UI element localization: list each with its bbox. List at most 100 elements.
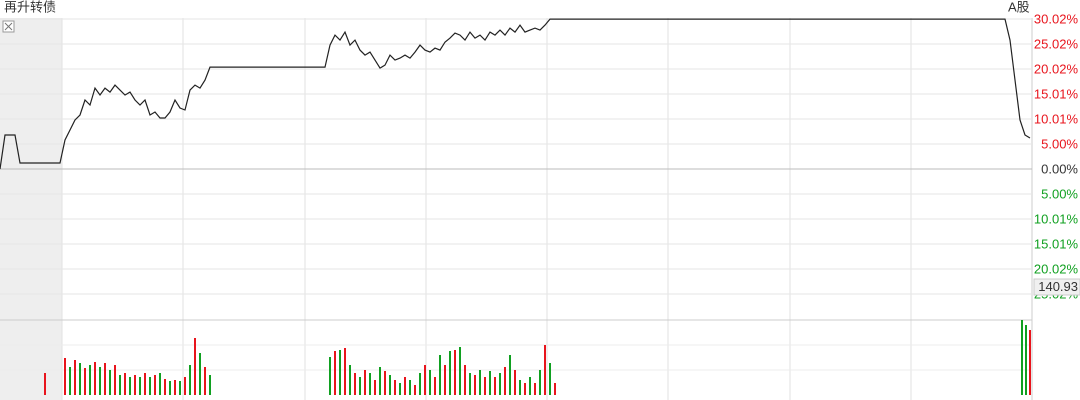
volume-bar	[154, 375, 156, 395]
volume-bar	[404, 377, 406, 395]
close-icon	[4, 22, 13, 31]
volume-bar	[79, 363, 81, 395]
volume-bar	[189, 365, 191, 395]
market-label: A股	[1008, 0, 1030, 14]
volume-bar	[529, 377, 531, 395]
volume-bar	[199, 353, 201, 395]
volume-bar	[539, 370, 541, 395]
volume-bar	[549, 363, 551, 395]
volume-bar	[434, 377, 436, 395]
volume-bar	[534, 383, 536, 395]
volume-bar	[399, 383, 401, 395]
y-tick-label: 30.02%	[1034, 11, 1079, 26]
volume-bar	[359, 377, 361, 395]
volume-bar	[489, 371, 491, 395]
volume-bar	[364, 370, 366, 395]
volume-bar	[384, 371, 386, 395]
y-tick-label: 5.00%	[1041, 186, 1078, 201]
volume-bar	[144, 373, 146, 395]
volume-bar	[84, 368, 86, 395]
chart-title: 再升转债	[4, 0, 56, 14]
volume-bar	[514, 370, 516, 395]
volume-bar	[194, 338, 196, 395]
volume-bar	[124, 373, 126, 395]
y-tick-label: 15.01%	[1034, 236, 1079, 251]
volume-bar	[454, 350, 456, 395]
volume-bar	[394, 380, 396, 395]
volume-bar	[344, 348, 346, 395]
y-tick-label: 5.00%	[1041, 136, 1078, 151]
volume-bar	[499, 373, 501, 395]
volume-bar	[1025, 325, 1027, 395]
volume-bar	[479, 370, 481, 395]
volume-bar	[339, 350, 341, 395]
volume-bar	[149, 377, 151, 395]
volume-bar	[159, 373, 161, 395]
volume-bar	[69, 367, 71, 395]
volume-bar	[114, 365, 116, 395]
volume-bar	[474, 375, 476, 395]
volume-bar	[519, 380, 521, 395]
volume-bar	[204, 367, 206, 395]
volume-bar	[484, 377, 486, 395]
last-price: 140.93	[1038, 279, 1078, 294]
y-tick-label: 15.01%	[1034, 86, 1079, 101]
volume-bar	[174, 380, 176, 395]
y-tick-label: 0.00%	[1041, 161, 1078, 176]
volume-bar	[414, 385, 416, 395]
volume-bar	[509, 355, 511, 395]
volume-bar	[409, 380, 411, 395]
volume-bar	[354, 373, 356, 395]
volume-bar	[94, 362, 96, 395]
volume-bar	[139, 377, 141, 395]
volume-bar	[419, 373, 421, 395]
volume-bar	[424, 365, 426, 395]
volume-bar	[104, 363, 106, 395]
volume-bar	[1029, 330, 1031, 395]
volume-bar	[544, 345, 546, 395]
volume-bar	[164, 379, 166, 395]
volume-bar	[329, 357, 331, 395]
price-box	[1033, 278, 1080, 296]
volume-bar	[334, 351, 336, 395]
volume-bar	[439, 355, 441, 395]
volume-bar	[389, 375, 391, 395]
volume-bar	[449, 351, 451, 395]
y-tick-label: 10.01%	[1034, 211, 1079, 226]
volume-bar	[349, 365, 351, 395]
volume-bar	[504, 367, 506, 395]
volume-bar	[1021, 320, 1023, 395]
volume-bar	[64, 358, 66, 395]
volume-bar	[169, 381, 171, 395]
volume-bar	[179, 381, 181, 395]
volume-bar	[494, 377, 496, 395]
volume-bar	[99, 367, 101, 395]
volume-bar	[134, 375, 136, 395]
volume-bar	[464, 365, 466, 395]
price-line	[0, 18, 1031, 170]
marks	[0, 18, 1031, 395]
volume-bar	[554, 383, 556, 395]
volume-bar	[89, 365, 91, 395]
y-tick-label: 25.02%	[1034, 36, 1079, 51]
volume-bar	[209, 375, 211, 395]
pre-market-shade	[0, 18, 62, 400]
volume-bar	[44, 373, 46, 395]
volume-bar	[444, 365, 446, 395]
volume-bar	[369, 373, 371, 395]
volume-bar	[379, 367, 381, 395]
volume-bar	[129, 377, 131, 395]
volume-bar	[429, 370, 431, 395]
y-tick-label: 20.02%	[1034, 61, 1079, 76]
volume-bar	[469, 373, 471, 395]
y-tick-label: 20.02%	[1034, 261, 1079, 276]
volume-bar	[74, 360, 76, 395]
grid	[0, 18, 1033, 400]
volume-bar	[524, 383, 526, 395]
volume-bar	[184, 377, 186, 395]
volume-bar	[374, 380, 376, 395]
volume-bar	[459, 347, 461, 395]
volume-bar	[119, 375, 121, 395]
volume-bar	[109, 370, 111, 395]
